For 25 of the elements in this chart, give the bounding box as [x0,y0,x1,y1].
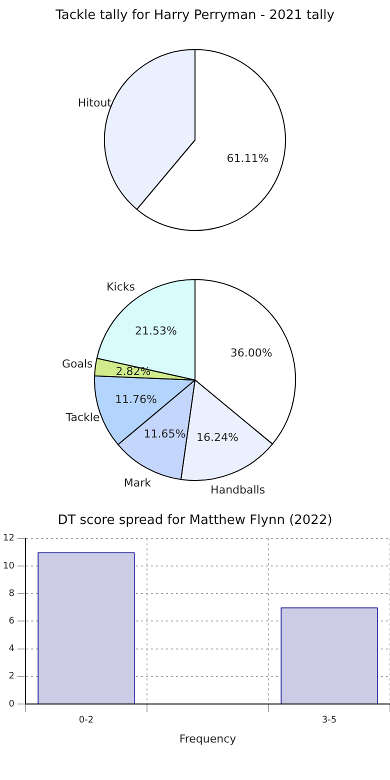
y-tick-label: 4 [8,644,15,654]
y-tick-label: 0 [8,699,15,710]
slice-label: Handballs [210,483,266,496]
data-label: 36.00% [230,346,272,360]
y-tick-label: 8 [8,588,15,599]
chart-title: DT score spread for Matthew Flynn (2022) [56,512,334,530]
data-label: 11.76% [115,392,157,406]
slice-label: Mark [124,476,152,490]
slice-label: Hitout [78,96,112,110]
y-tick-label: 6 [8,616,15,627]
slice-label: Kicks [106,280,136,294]
x-tick-label: 0-2 [78,716,94,726]
data-label: 2.82% [116,364,151,378]
data-label: 21.53% [135,324,177,338]
slice-label: Goals [62,358,94,371]
data-label: 16.24% [196,430,238,444]
data-label: 11.65% [144,427,186,440]
y-tick-label: 12 [3,534,14,544]
x-axis-title: Frequency [179,732,237,746]
data-label: 61.11% [226,152,269,166]
y-tick-label: 2 [8,672,14,682]
slice-label: Tackle [64,411,100,424]
x-tick-label: 3-5 [322,716,337,726]
y-tick-label: 10 [3,561,15,572]
chart-title: Tackle tally for Harry Perryman - 2021 tally [54,7,336,25]
